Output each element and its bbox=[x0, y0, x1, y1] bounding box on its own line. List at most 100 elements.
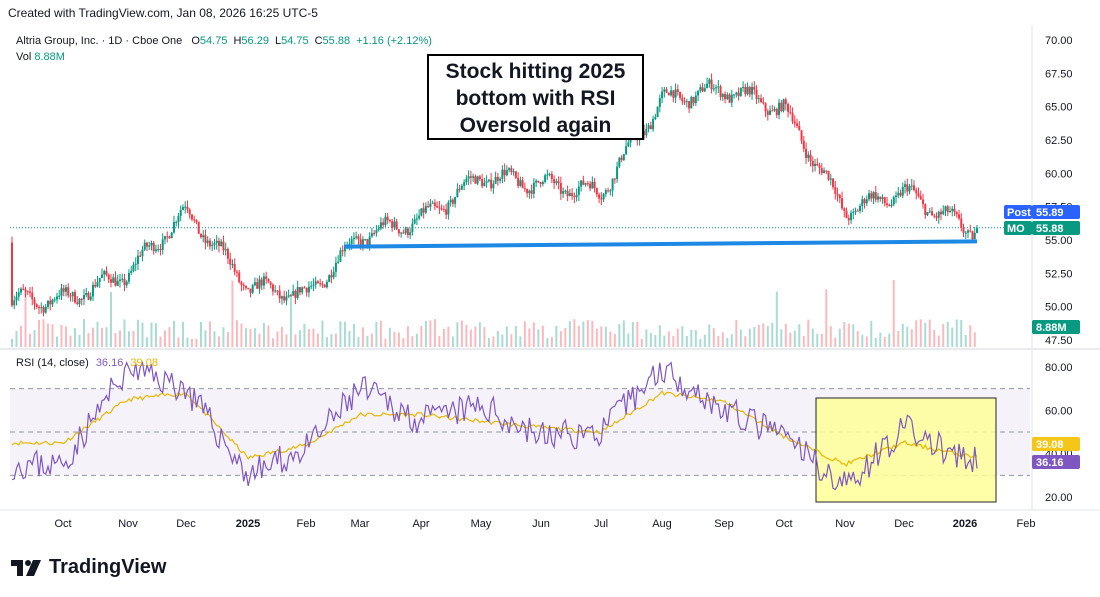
volume-bar bbox=[793, 330, 796, 347]
mo-badge-label: MO bbox=[1007, 223, 1025, 235]
candle-body bbox=[287, 295, 290, 297]
candle-body bbox=[292, 290, 295, 296]
candle-body bbox=[481, 179, 484, 187]
candle-body bbox=[379, 222, 382, 229]
candle-body bbox=[465, 178, 468, 183]
candle-body bbox=[312, 284, 315, 286]
volume-bar bbox=[726, 337, 729, 347]
candle-body bbox=[85, 292, 88, 296]
volume-bar bbox=[843, 322, 846, 347]
candle-body bbox=[127, 272, 130, 282]
candle-body bbox=[805, 148, 808, 158]
candle-body bbox=[67, 287, 70, 296]
tradingview-brand[interactable]: TradingView bbox=[11, 556, 166, 579]
candle-body bbox=[836, 194, 839, 196]
candle-body bbox=[96, 281, 99, 287]
candle-body bbox=[24, 289, 27, 292]
candle-body bbox=[582, 180, 585, 185]
price-tick-label: 50.00 bbox=[1045, 302, 1073, 314]
candle-body bbox=[676, 89, 679, 92]
candle-body bbox=[411, 223, 414, 233]
candle-body bbox=[46, 300, 49, 307]
volume-bar bbox=[811, 328, 814, 347]
change-value: +1.16 (+2.12%) bbox=[356, 35, 432, 47]
candle-body bbox=[177, 216, 180, 222]
candle-body bbox=[881, 197, 884, 199]
candle-body bbox=[856, 210, 859, 212]
volume-bar bbox=[523, 321, 526, 347]
candle-body bbox=[847, 218, 850, 221]
candle-body bbox=[330, 275, 333, 278]
candle-body bbox=[555, 181, 558, 184]
volume-bar bbox=[591, 320, 594, 347]
candle-body bbox=[724, 93, 727, 100]
candle-body bbox=[521, 180, 524, 189]
candle-body bbox=[359, 239, 362, 246]
candle-body bbox=[575, 194, 578, 198]
candle-body bbox=[112, 277, 115, 283]
candle-body bbox=[746, 86, 749, 94]
volume-bar bbox=[483, 327, 486, 347]
candle-body bbox=[598, 194, 601, 199]
volume-bar bbox=[258, 333, 261, 347]
volume-bar bbox=[123, 319, 126, 347]
candle-body bbox=[267, 278, 270, 283]
volume-bar bbox=[645, 329, 648, 347]
volume-bar bbox=[730, 334, 733, 347]
volume-bar bbox=[852, 324, 855, 347]
annotation-box: Stock hitting 2025 bottom with RSI Overs… bbox=[427, 54, 644, 140]
volume-bar bbox=[244, 328, 247, 347]
volume-bar bbox=[834, 337, 837, 347]
candle-body bbox=[798, 125, 801, 131]
volume-bar bbox=[721, 332, 724, 347]
candle-body bbox=[33, 299, 36, 305]
volume-bar bbox=[672, 335, 675, 347]
candle-body bbox=[211, 244, 214, 247]
candle-body bbox=[796, 123, 799, 126]
candle-body bbox=[670, 90, 673, 96]
volume-bar bbox=[789, 332, 792, 347]
candle-body bbox=[80, 298, 83, 300]
volume-bar bbox=[892, 280, 895, 347]
volume-bar bbox=[100, 327, 103, 347]
volume-bar bbox=[654, 335, 657, 347]
volume-bar bbox=[798, 324, 801, 347]
candle-body bbox=[665, 89, 668, 93]
candle-body bbox=[478, 176, 481, 180]
volume-bar bbox=[577, 325, 580, 347]
open-value: 54.75 bbox=[199, 35, 228, 47]
time-tick-label: Dec bbox=[176, 518, 196, 530]
candle-body bbox=[679, 91, 682, 98]
overlay bbox=[343, 239, 978, 249]
volume-bar bbox=[303, 323, 306, 347]
volume-bar bbox=[114, 332, 117, 347]
volume-bar bbox=[154, 323, 157, 347]
volume-bar bbox=[559, 331, 562, 347]
candle-body bbox=[220, 241, 223, 247]
candle-body bbox=[712, 88, 715, 90]
candle-body bbox=[890, 204, 893, 206]
candle-body bbox=[413, 219, 416, 224]
candle-body bbox=[15, 296, 18, 301]
low-label: L bbox=[274, 35, 282, 47]
candle-body bbox=[139, 255, 142, 257]
volume-bar bbox=[622, 320, 625, 347]
volume-bar bbox=[555, 325, 558, 347]
volume-bar bbox=[519, 336, 522, 347]
volume-bar bbox=[955, 319, 958, 347]
candle-body bbox=[512, 171, 515, 173]
candle-body bbox=[494, 176, 497, 184]
candle-body bbox=[546, 174, 549, 176]
candle-body bbox=[222, 241, 225, 251]
candle-body bbox=[418, 215, 421, 219]
volume-bar bbox=[451, 336, 454, 347]
candle-body bbox=[566, 190, 569, 197]
candle-body bbox=[865, 199, 868, 204]
volume-bar bbox=[177, 337, 180, 347]
candle-body bbox=[899, 192, 902, 196]
volume-bar bbox=[55, 336, 58, 347]
candle-body bbox=[818, 165, 821, 169]
candle-body bbox=[355, 236, 358, 238]
candle-body bbox=[917, 193, 920, 197]
candle-body bbox=[350, 239, 353, 245]
